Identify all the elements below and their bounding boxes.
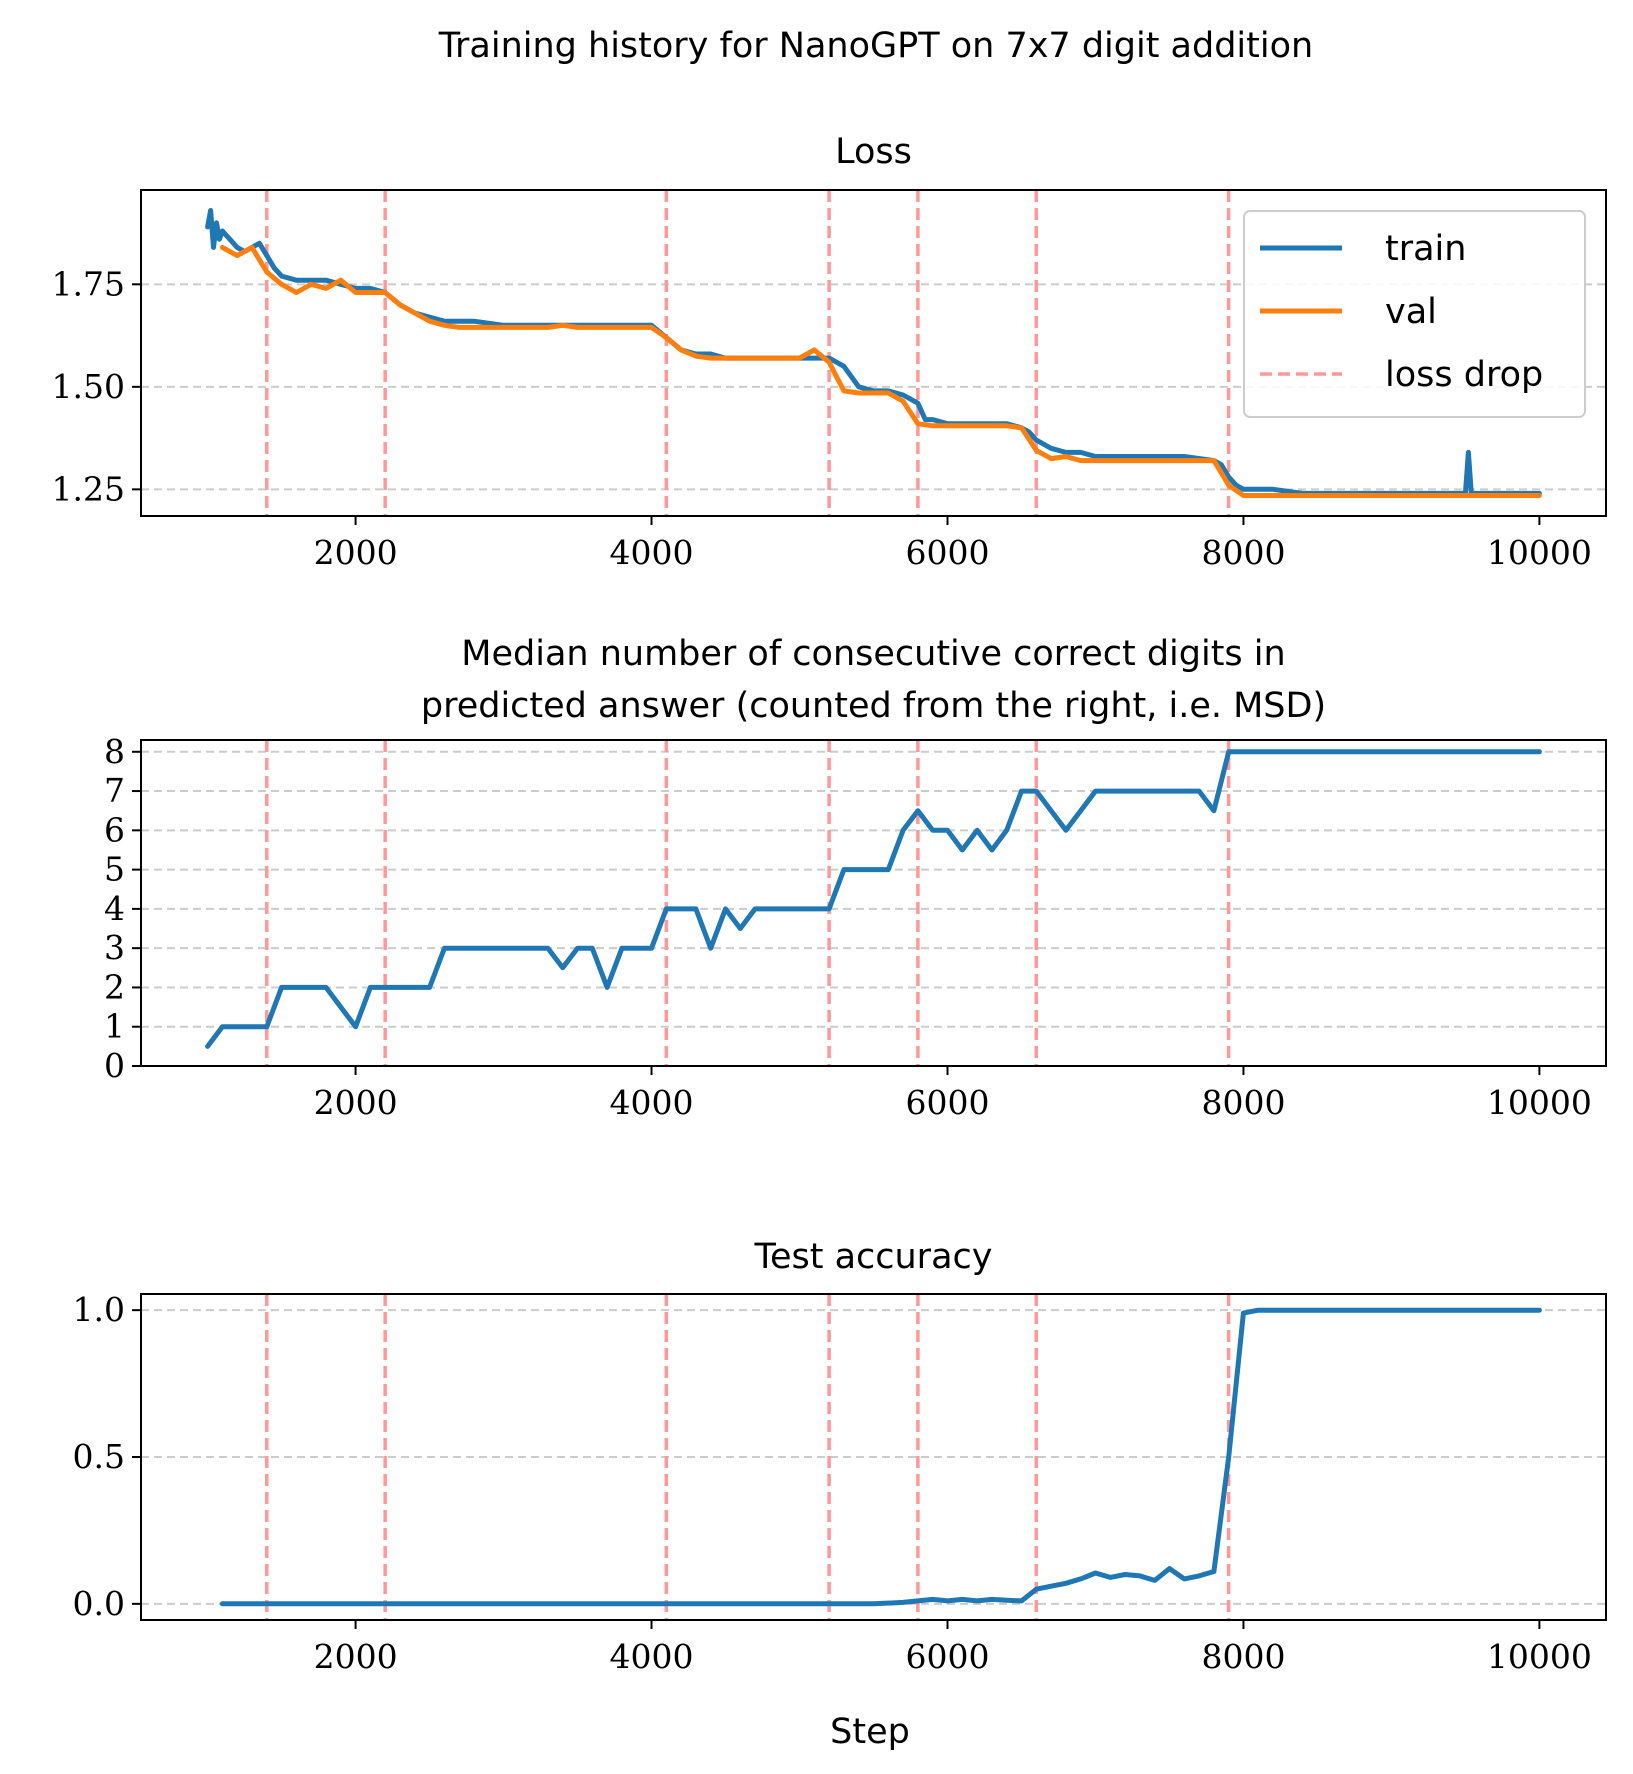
panel-title: Test accuracy bbox=[754, 1237, 993, 1277]
y-tick-label: 2 bbox=[104, 967, 125, 1006]
legend: train val loss drop bbox=[1243, 210, 1586, 418]
x-tick-label: 4000 bbox=[610, 1083, 694, 1122]
panel-title: predicted answer (counted from the right… bbox=[421, 686, 1326, 726]
x-tick-label: 10000 bbox=[1487, 1637, 1592, 1676]
x-tick-label: 10000 bbox=[1487, 533, 1592, 572]
axes-frame bbox=[140, 189, 1607, 517]
axes-frame bbox=[140, 739, 1607, 1067]
series-line-main bbox=[219, 1307, 1542, 1607]
x-axis-label: Step bbox=[830, 1712, 910, 1752]
y-tick-label: 0 bbox=[104, 1046, 125, 1085]
x-tick-label: 4000 bbox=[610, 1637, 694, 1676]
x-tick-label: 6000 bbox=[905, 1637, 989, 1676]
y-tick-label: 3 bbox=[104, 928, 125, 967]
y-tick-label: 8 bbox=[104, 732, 125, 771]
x-tick-label: 10000 bbox=[1487, 1083, 1592, 1122]
y-tick-label: 0.5 bbox=[73, 1437, 125, 1476]
y-tick-label: 1.75 bbox=[52, 264, 125, 303]
legend-label: train bbox=[1385, 229, 1466, 269]
y-tick-label: 6 bbox=[104, 810, 125, 849]
x-tick-label: 8000 bbox=[1201, 533, 1285, 572]
x-tick-label: 2000 bbox=[314, 1637, 398, 1676]
panel-title: Median number of consecutive correct dig… bbox=[461, 634, 1285, 674]
figure-suptitle: Training history for NanoGPT on 7x7 digi… bbox=[438, 26, 1313, 66]
y-tick-label: 0.0 bbox=[73, 1584, 125, 1623]
y-tick-label: 7 bbox=[104, 771, 125, 810]
x-tick-label: 8000 bbox=[1201, 1083, 1285, 1122]
panel-1: 2000 4000 6000 8000 10000 1.25 1.50 1.75 Loss tra… bbox=[52, 132, 1607, 572]
y-tick-label: 4 bbox=[104, 889, 125, 928]
y-tick-label: 1.0 bbox=[73, 1290, 125, 1329]
y-tick-label: 1.25 bbox=[52, 469, 125, 508]
panel-3: 2000 4000 6000 8000 10000 0.0 0.5 1.0 Test accur… bbox=[73, 1237, 1607, 1676]
y-tick-label: 1.50 bbox=[52, 367, 125, 406]
legend-label: val bbox=[1385, 292, 1437, 332]
series-line-val bbox=[219, 244, 1542, 498]
y-tick-label: 1 bbox=[104, 1007, 125, 1046]
x-tick-label: 2000 bbox=[314, 533, 398, 572]
panel-title: Loss bbox=[835, 132, 912, 172]
x-tick-label: 6000 bbox=[905, 533, 989, 572]
series-line-train bbox=[205, 208, 1542, 496]
legend-box bbox=[1243, 210, 1586, 418]
x-tick-label: 4000 bbox=[610, 533, 694, 572]
series-line-main bbox=[205, 749, 1542, 1049]
legend-label: loss drop bbox=[1385, 355, 1543, 395]
y-tick-label: 5 bbox=[104, 850, 125, 889]
x-tick-label: 6000 bbox=[905, 1083, 989, 1122]
x-tick-label: 2000 bbox=[314, 1083, 398, 1122]
x-tick-label: 8000 bbox=[1201, 1637, 1285, 1676]
